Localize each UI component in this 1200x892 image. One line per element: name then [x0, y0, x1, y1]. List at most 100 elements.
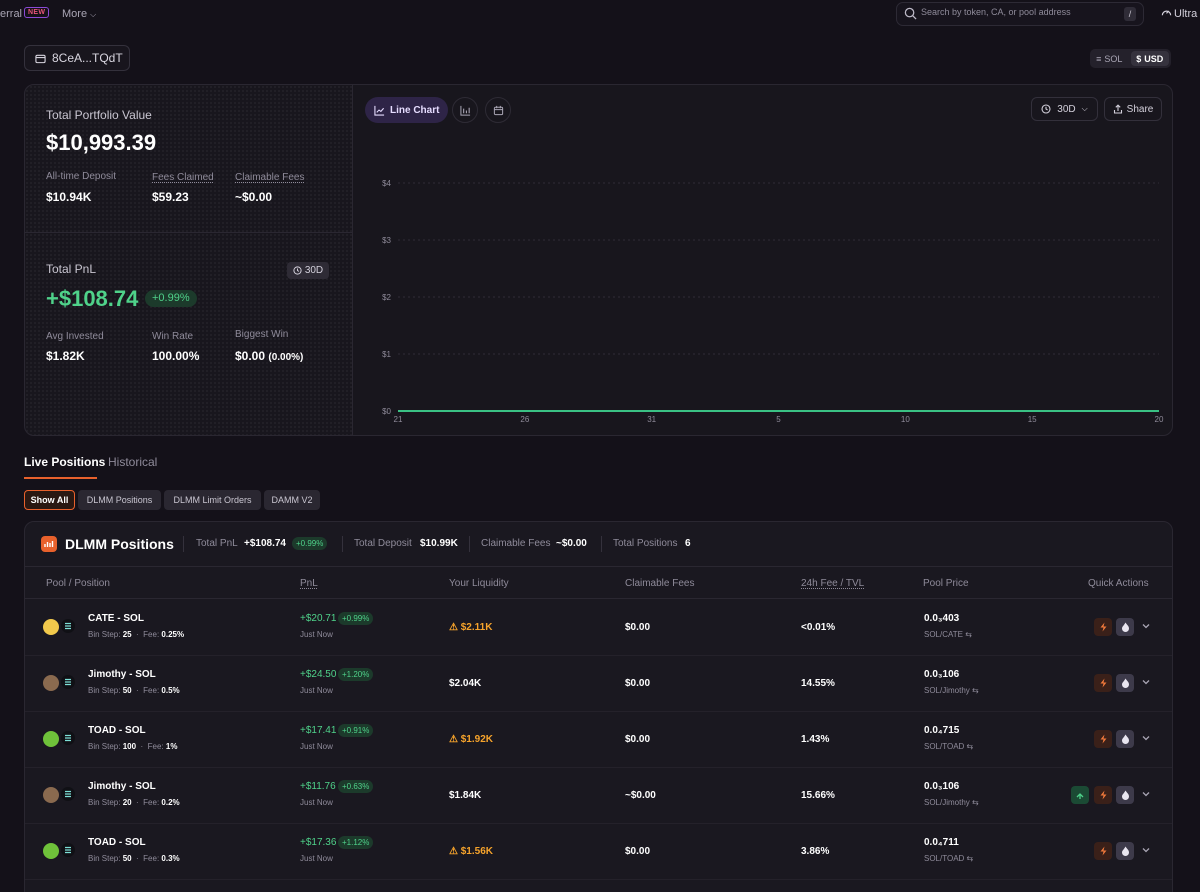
fee-value: 1% [166, 742, 178, 751]
bin-step-value: 100 [123, 742, 136, 751]
quick-action-bolt-button[interactable] [1094, 730, 1112, 748]
header-total-pnl-pct: +0.99% [292, 537, 327, 550]
share-label: Share [1127, 104, 1154, 115]
sol-logo [61, 731, 75, 745]
bar-chart-icon [460, 105, 471, 116]
row-expand-chevron-icon[interactable] [1141, 844, 1151, 858]
quick-action-manage-button[interactable] [1116, 842, 1134, 860]
row-fee-tvl: 3.86% [801, 846, 829, 857]
row-price-pair[interactable]: SOL/Jimothy ⇆ [924, 686, 979, 695]
ultra-mode-button[interactable]: Ultra [1161, 7, 1197, 20]
row-price-pair[interactable]: SOL/CATE ⇆ [924, 630, 972, 639]
flame-icon [1121, 622, 1130, 632]
row-price-pair[interactable]: SOL/TOAD ⇆ [924, 742, 973, 751]
row-price-pair[interactable]: SOL/Jimothy ⇆ [924, 798, 979, 807]
new-badge: NEW [24, 7, 49, 18]
search-bar[interactable]: / [896, 2, 1144, 26]
pool-pair-name[interactable]: Jimothy - SOL [88, 781, 156, 792]
pool-pair-name[interactable]: TOAD - SOL [88, 725, 146, 736]
fees-claimed-label[interactable]: Fees Claimed [152, 172, 214, 183]
bin-step-label: Bin Step: [88, 686, 120, 695]
currency-option-sol[interactable]: ≡ SOL [1090, 49, 1129, 68]
nav-more-menu[interactable]: More ⌵ [62, 8, 96, 20]
claimable-fees-value: ~$0.00 [235, 190, 272, 204]
col-pnl[interactable]: PnL [300, 578, 318, 589]
flame-icon [1121, 734, 1130, 744]
pool-meta: Bin Step: 20 · Fee: 0.2% [88, 798, 180, 807]
fee-label: Fee: [143, 854, 159, 863]
bar-chart-tab[interactable] [452, 97, 478, 123]
filter-show-all[interactable]: Show All [24, 490, 75, 510]
table-row[interactable]: Jimothy - SOL Bin Step: 50 · Fee: 0.5% +… [25, 656, 1173, 712]
pool-pair-name[interactable]: CATE - SOL [88, 613, 144, 624]
table-row[interactable]: Jimothy - SOL Bin Step: 20 · Fee: 0.2% +… [25, 768, 1173, 824]
quick-action-bolt-button[interactable] [1094, 786, 1112, 804]
sol-icon: ≡ [1096, 54, 1101, 64]
active-tab-indicator [24, 477, 97, 479]
y-tick-label: $1 [382, 350, 391, 359]
quick-action-bolt-button[interactable] [1094, 618, 1112, 636]
currency-usd-label: USD [1144, 54, 1163, 64]
currency-option-usd[interactable]: $ USD [1131, 51, 1170, 66]
table-row[interactable]: CATE - SOL Bin Step: 25 · Fee: 0.25% +$2… [25, 600, 1173, 656]
chart-period-label: 30D [1057, 104, 1075, 115]
search-input[interactable] [921, 7, 1116, 17]
x-tick-label: 5 [776, 415, 781, 424]
gauge-icon [1161, 7, 1172, 18]
line-chart-tab[interactable]: Line Chart [365, 97, 448, 123]
quick-action-manage-button[interactable] [1116, 674, 1134, 692]
row-expand-chevron-icon[interactable] [1141, 788, 1151, 802]
col-claimable-fees: Claimable Fees [625, 578, 694, 589]
table-row[interactable]: TOAD - SOL Bin Step: 50 · Fee: 0.3% +$17… [25, 824, 1173, 880]
row-expand-chevron-icon[interactable] [1141, 732, 1151, 746]
col-liquidity: Your Liquidity [449, 578, 509, 589]
quick-action-manage-button[interactable] [1116, 786, 1134, 804]
clock-icon [1041, 104, 1051, 114]
avg-invested-value: $1.82K [46, 349, 85, 363]
row-fee-tvl: <0.01% [801, 622, 835, 633]
pool-pair-name[interactable]: TOAD - SOL [88, 837, 146, 848]
quick-action-bolt-button[interactable] [1094, 674, 1112, 692]
col-pool-position: Pool / Position [46, 578, 110, 589]
nav-referral-link[interactable]: erral [0, 8, 22, 20]
header-separator [342, 536, 343, 552]
share-button[interactable]: Share [1104, 97, 1162, 121]
wallet-address: 8CeA...TQdT [52, 51, 123, 65]
biggest-win-label: Biggest Win [235, 329, 288, 340]
token-logo [43, 843, 59, 859]
calendar-tab[interactable] [485, 97, 511, 123]
filter-damm-v2[interactable]: DAMM V2 [264, 490, 320, 510]
row-price-pair[interactable]: SOL/TOAD ⇆ [924, 854, 973, 863]
total-value: $10,993.39 [46, 130, 156, 156]
quick-action-manage-button[interactable] [1116, 618, 1134, 636]
col-fee-tvl[interactable]: 24h Fee / TVL [801, 578, 864, 589]
row-expand-chevron-icon[interactable] [1141, 676, 1151, 690]
row-liquidity: ⚠ $2.11K [449, 622, 492, 633]
x-tick-label: 31 [647, 415, 656, 424]
filter-dlmm-positions[interactable]: DLMM Positions [78, 490, 161, 510]
quick-action-bolt-button[interactable] [1094, 842, 1112, 860]
tab-historical[interactable]: Historical [108, 455, 157, 469]
x-tick-label: 10 [901, 415, 910, 424]
row-fee-tvl: 15.66% [801, 790, 835, 801]
token-logo [43, 619, 59, 635]
table-row[interactable]: TOAD - SOL Bin Step: 100 · Fee: 1% +$17.… [25, 712, 1173, 768]
header-separator [601, 536, 602, 552]
wallet-address-button[interactable]: 8CeA...TQdT [24, 45, 130, 71]
pnl-period-button[interactable]: 30D [287, 262, 329, 279]
fees-claimed-value: $59.23 [152, 190, 189, 204]
quick-action-manage-button[interactable] [1116, 730, 1134, 748]
add-liquidity-button[interactable] [1071, 786, 1089, 804]
pool-pair-name[interactable]: Jimothy - SOL [88, 669, 156, 680]
token-logo [43, 787, 59, 803]
filter-dlmm-limit-orders[interactable]: DLMM Limit Orders [164, 490, 261, 510]
row-pnl: +$24.50 [300, 669, 336, 680]
claimable-fees-label[interactable]: Claimable Fees [235, 172, 304, 183]
calendar-icon [493, 105, 504, 116]
chart-period-select[interactable]: 30D ⌵ [1031, 97, 1098, 121]
row-expand-chevron-icon[interactable] [1141, 620, 1151, 634]
bin-step-label: Bin Step: [88, 742, 120, 751]
tab-live-positions[interactable]: Live Positions [24, 455, 105, 469]
row-pnl-pct: +0.99% [338, 612, 373, 625]
row-pnl-pct: +1.20% [338, 668, 373, 681]
